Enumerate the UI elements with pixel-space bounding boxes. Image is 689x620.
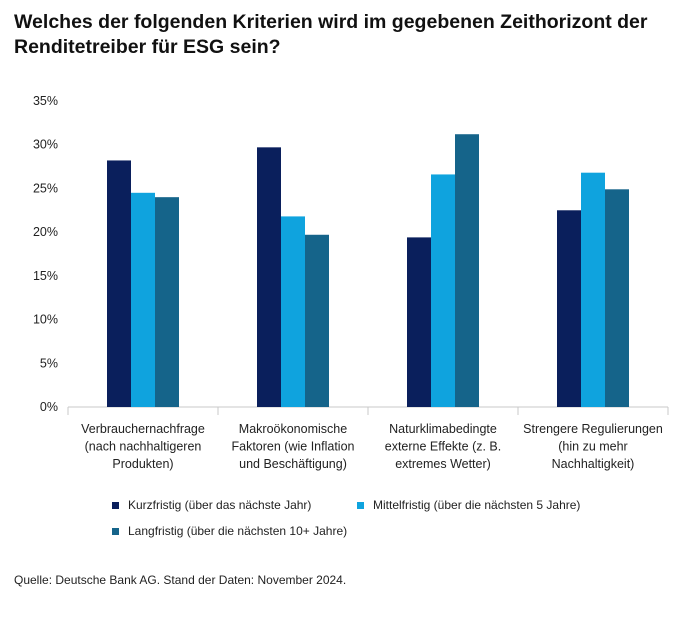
legend-item-langfristig: Langfristig (über die nächsten 10+ Jahre… (112, 524, 347, 538)
legend-swatch-langfristig (112, 527, 119, 535)
bar-mittelfristig (131, 192, 155, 407)
x-category-label-line: Faktoren (wie Inflation (232, 440, 355, 454)
legend-swatch-kurzfristig (112, 501, 119, 509)
x-category-label-line: externe Effekte (z. B. (385, 440, 502, 454)
x-category-label-line: Naturklimabedingte (389, 422, 497, 436)
x-category-label-line: (nach nachhaltigeren (85, 440, 202, 454)
x-category-label-line: (hin zu mehr (558, 440, 627, 454)
chart-title: Welches der folgenden Kriterien wird im … (14, 10, 679, 60)
y-tick-label: 25% (33, 181, 58, 195)
bar-kurzfristig (557, 210, 581, 407)
y-tick-label: 30% (33, 138, 58, 152)
x-category-label: Naturklimabedingte externe Effekte (z. B.… (385, 422, 502, 471)
legend-label-mittelfristig: Mittelfristig (über die nächsten 5 Jahre… (373, 498, 581, 512)
bar-mittelfristig (281, 216, 305, 407)
bar-mittelfristig (431, 174, 455, 407)
chart-title-line-1: Welches der folgenden Kriterien wird im … (14, 11, 648, 33)
y-tick-label: 35% (33, 94, 58, 108)
source-note: Quelle: Deutsche Bank AG. Stand der Date… (14, 573, 347, 587)
bar-kurzfristig (107, 160, 131, 407)
legend-swatch-mittelfristig (357, 501, 364, 509)
x-category-label-line: Verbrauchernachfrage (81, 422, 205, 436)
x-category-label-line: Nachhaltigkeit) (552, 457, 635, 471)
x-category-label: Strengere Regulierungen (hin zu mehr Nachh… (523, 422, 663, 471)
x-category-label-line: extremes Wetter) (395, 457, 491, 471)
legend-item-kurzfristig: Kurzfristig (über das nächste Jahr) (112, 498, 311, 512)
legend-label-kurzfristig: Kurzfristig (über das nächste Jahr) (128, 498, 312, 512)
x-category-label: Verbrauchernachfrage (nach nachhaltigeren… (81, 422, 205, 471)
bar-chart: 0% 5% 10% 15% 20% 25% 30% 35% Verbrauchernachfra… (33, 94, 669, 471)
chart-title-line-2: Renditetreiber für ESG sein? (14, 36, 281, 58)
y-tick-label: 10% (33, 313, 58, 327)
y-tick-label: 20% (33, 225, 58, 239)
x-category-label-line: Produkten) (112, 457, 173, 471)
x-category-label-line: und Beschäftigung) (239, 457, 347, 471)
x-category-label-line: Makroökonomische (239, 422, 347, 436)
x-category-label: Makroökonomische Faktoren (wie Inflation u… (232, 422, 355, 471)
y-tick-label: 5% (40, 356, 58, 370)
bar-kurzfristig (257, 147, 281, 407)
y-tick-label: 15% (33, 269, 58, 283)
bar-kurzfristig (407, 237, 431, 407)
y-tick-label: 0% (40, 400, 58, 414)
bar-langfristig (455, 134, 479, 408)
x-category-label-line: Strengere Regulierungen (523, 422, 663, 436)
legend-label-langfristig: Langfristig (über die nächsten 10+ Jahre… (128, 524, 348, 538)
legend-item-mittelfristig: Mittelfristig (über die nächsten 5 Jahre… (357, 498, 580, 512)
bar-langfristig (305, 234, 329, 407)
bar-langfristig (605, 189, 629, 407)
bar-langfristig (155, 197, 179, 407)
bar-mittelfristig (581, 172, 605, 407)
